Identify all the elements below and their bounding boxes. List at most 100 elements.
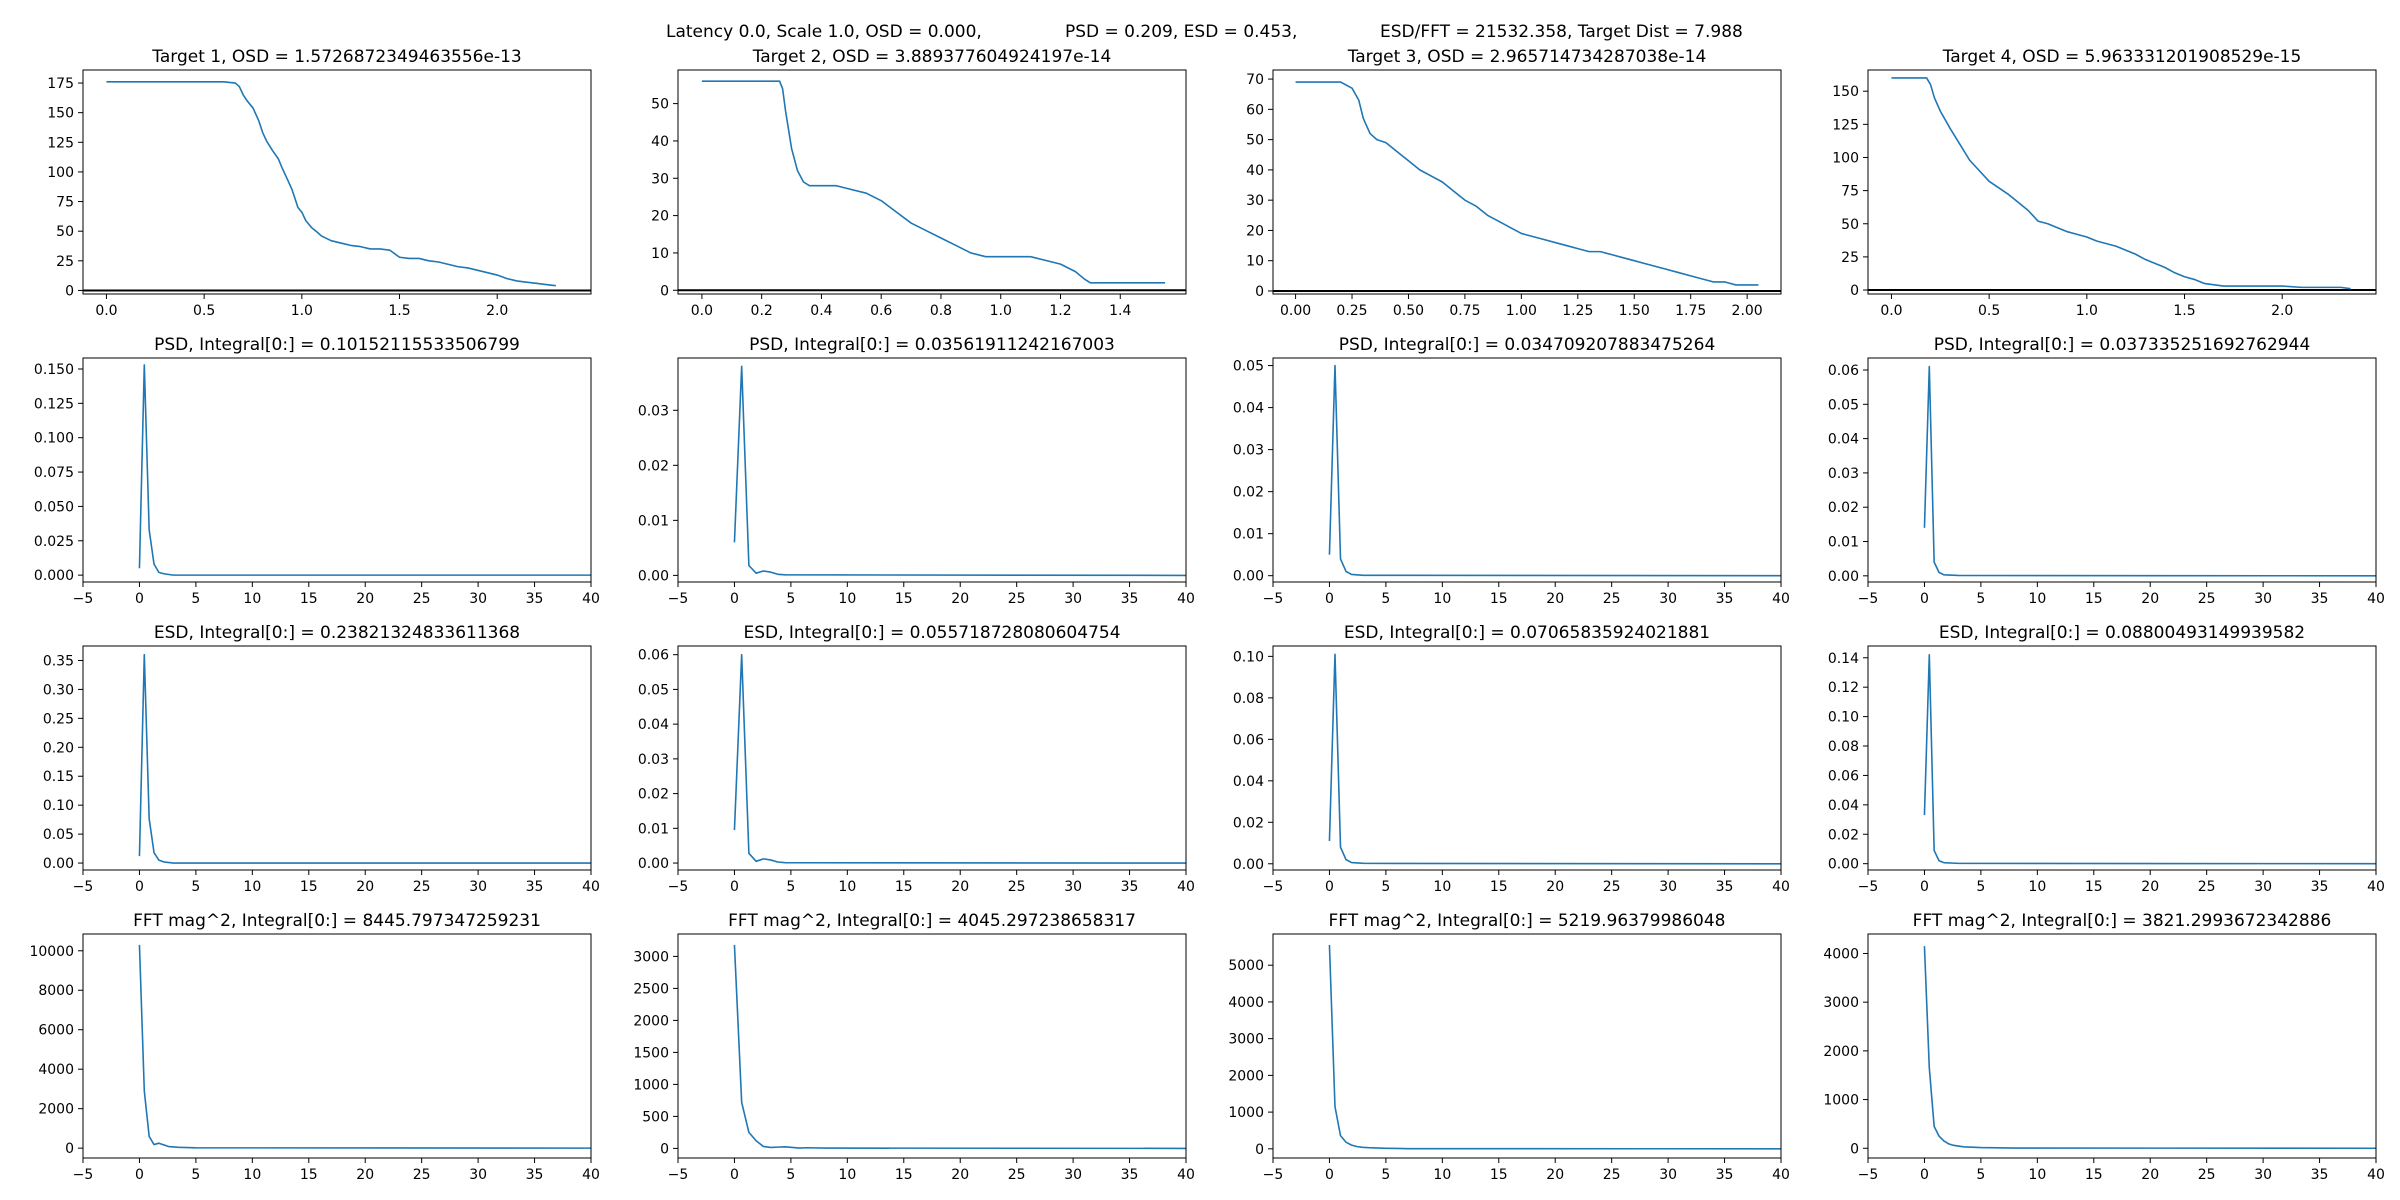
plot-frame [677, 69, 1187, 295]
y-tick-label: 3000 [1228, 1032, 1264, 1048]
subplot-1: Target 1, OSD = 1.5726872349463556e-13 0.… [47, 47, 592, 319]
x-tick-label: 1.50 [1619, 303, 1650, 319]
x-tick-label: 35 [1716, 1167, 1734, 1183]
x-tick-label: 25 [1008, 1167, 1026, 1183]
x-tick-label: 1.0 [990, 303, 1012, 319]
y-tick-label: 0.05 [1233, 359, 1264, 375]
x-tick-label: 0.4 [810, 303, 832, 319]
series-line [1923, 946, 2377, 1150]
y-tick-label: 0 [1850, 283, 1859, 299]
y-tick-label: 1000 [1228, 1105, 1264, 1121]
series-line [733, 365, 1187, 577]
x-tick-label: 25 [2198, 591, 2216, 607]
y-tick-label: 0.10 [1828, 710, 1859, 726]
x-tick-label: 25 [1603, 591, 1621, 607]
y-tick-label: 100 [1832, 150, 1859, 166]
subplot-15: FFT mag^2, Integral[0:] = 5219.963799860… [1228, 911, 1790, 1183]
x-tick-label: 15 [1490, 1167, 1508, 1183]
plot-frame [82, 69, 592, 295]
x-tick-label: −5 [668, 591, 689, 607]
x-tick-label: 15 [895, 1167, 913, 1183]
y-tick-label: 6000 [38, 1023, 74, 1039]
y-tick-label: 5000 [1228, 958, 1264, 974]
x-tick-label: 0.75 [1449, 303, 1480, 319]
y-tick-label: 0.05 [1828, 397, 1859, 413]
y-tick-label: 0.00 [1233, 857, 1264, 873]
x-tick-label: 0 [135, 591, 144, 607]
x-tick-label: 35 [1716, 879, 1734, 895]
y-tick-label: 0.100 [34, 431, 74, 447]
y-tick-label: 0.30 [43, 682, 74, 698]
x-tick-label: −5 [73, 879, 94, 895]
y-tick-label: 0.05 [638, 682, 669, 698]
y-tick-label: 4000 [1823, 946, 1859, 962]
x-tick-label: 0.50 [1393, 303, 1424, 319]
x-tick-label: 10 [2028, 591, 2046, 607]
y-tick-label: 125 [47, 135, 74, 151]
x-tick-label: −5 [1858, 1167, 1879, 1183]
plot-frame [1272, 645, 1782, 871]
x-tick-label: 10 [838, 1167, 856, 1183]
y-tick-label: 75 [56, 195, 74, 211]
x-tick-label: −5 [73, 1167, 94, 1183]
x-tick-label: 35 [1716, 591, 1734, 607]
y-tick-label: 0.06 [638, 648, 669, 664]
series-line [138, 944, 592, 1149]
y-tick-label: 40 [1246, 163, 1264, 179]
x-tick-label: 1.2 [1049, 303, 1071, 319]
x-tick-label: 0.2 [751, 303, 773, 319]
x-tick-label: 1.5 [2173, 303, 2195, 319]
subplot-3: Target 3, OSD = 2.965714734287038e-14 0.0… [1246, 47, 1782, 319]
plot-frame [82, 357, 592, 583]
series-line [1328, 364, 1782, 577]
x-tick-label: 0.0 [691, 303, 713, 319]
y-tick-label: 50 [1841, 217, 1859, 233]
y-tick-label: 25 [1841, 250, 1859, 266]
y-tick-label: 0.125 [34, 396, 74, 412]
series-line [1328, 944, 1782, 1150]
x-tick-label: 35 [2311, 591, 2329, 607]
x-tick-label: 10 [838, 879, 856, 895]
y-tick-label: 50 [56, 224, 74, 240]
subplot-title: FFT mag^2, Integral[0:] = 3821.299367234… [1913, 911, 2332, 931]
x-tick-label: 20 [2141, 1167, 2159, 1183]
x-tick-label: 35 [2311, 1167, 2329, 1183]
y-tick-label: 2000 [1823, 1044, 1859, 1060]
x-tick-label: 10 [2028, 1167, 2046, 1183]
y-tick-label: 0.00 [1828, 857, 1859, 873]
suptitle-psd-esd: PSD = 0.209, ESD = 0.453, [1065, 22, 1298, 42]
series-line [1923, 365, 2377, 577]
subplot-8: PSD, Integral[0:] = 0.037335251692762944… [1828, 335, 2385, 607]
x-tick-label: 20 [1546, 879, 1564, 895]
plot-frame [1867, 357, 2377, 583]
y-tick-label: 1500 [633, 1045, 669, 1061]
subplot-title: PSD, Integral[0:] = 0.10152115533506799 [154, 335, 520, 355]
y-tick-label: 0.06 [1233, 732, 1264, 748]
y-tick-label: 0.02 [1233, 815, 1264, 831]
subplot-7: PSD, Integral[0:] = 0.034709207883475264… [1233, 335, 1790, 607]
x-tick-label: 2.0 [486, 303, 508, 319]
series-line [138, 653, 591, 864]
x-tick-label: 5 [786, 591, 795, 607]
y-tick-label: 0.150 [34, 362, 74, 378]
y-tick-label: 500 [642, 1109, 669, 1125]
subplot-2: Target 2, OSD = 3.889377604924197e-14 0.0… [651, 47, 1187, 319]
x-tick-label: 40 [1177, 591, 1195, 607]
y-tick-label: 150 [1832, 84, 1859, 100]
y-tick-label: 0.025 [34, 534, 74, 550]
y-tick-label: 0 [660, 1141, 669, 1157]
y-tick-label: 1000 [633, 1077, 669, 1093]
y-tick-label: 0.08 [1233, 691, 1264, 707]
y-tick-label: 0.04 [1233, 774, 1264, 790]
plot-frame [1272, 357, 1782, 583]
y-tick-label: 75 [1841, 184, 1859, 200]
x-tick-label: −5 [1858, 879, 1879, 895]
x-tick-label: 40 [2367, 1167, 2385, 1183]
y-tick-label: 50 [1246, 133, 1264, 149]
subplot-11: ESD, Integral[0:] = 0.07065835924021881 −… [1233, 623, 1790, 895]
x-tick-label: 1.75 [1675, 303, 1706, 319]
y-tick-label: 10 [651, 246, 669, 262]
series-line [733, 944, 1187, 1150]
x-tick-label: 25 [1008, 591, 1026, 607]
x-tick-label: 15 [2085, 1167, 2103, 1183]
